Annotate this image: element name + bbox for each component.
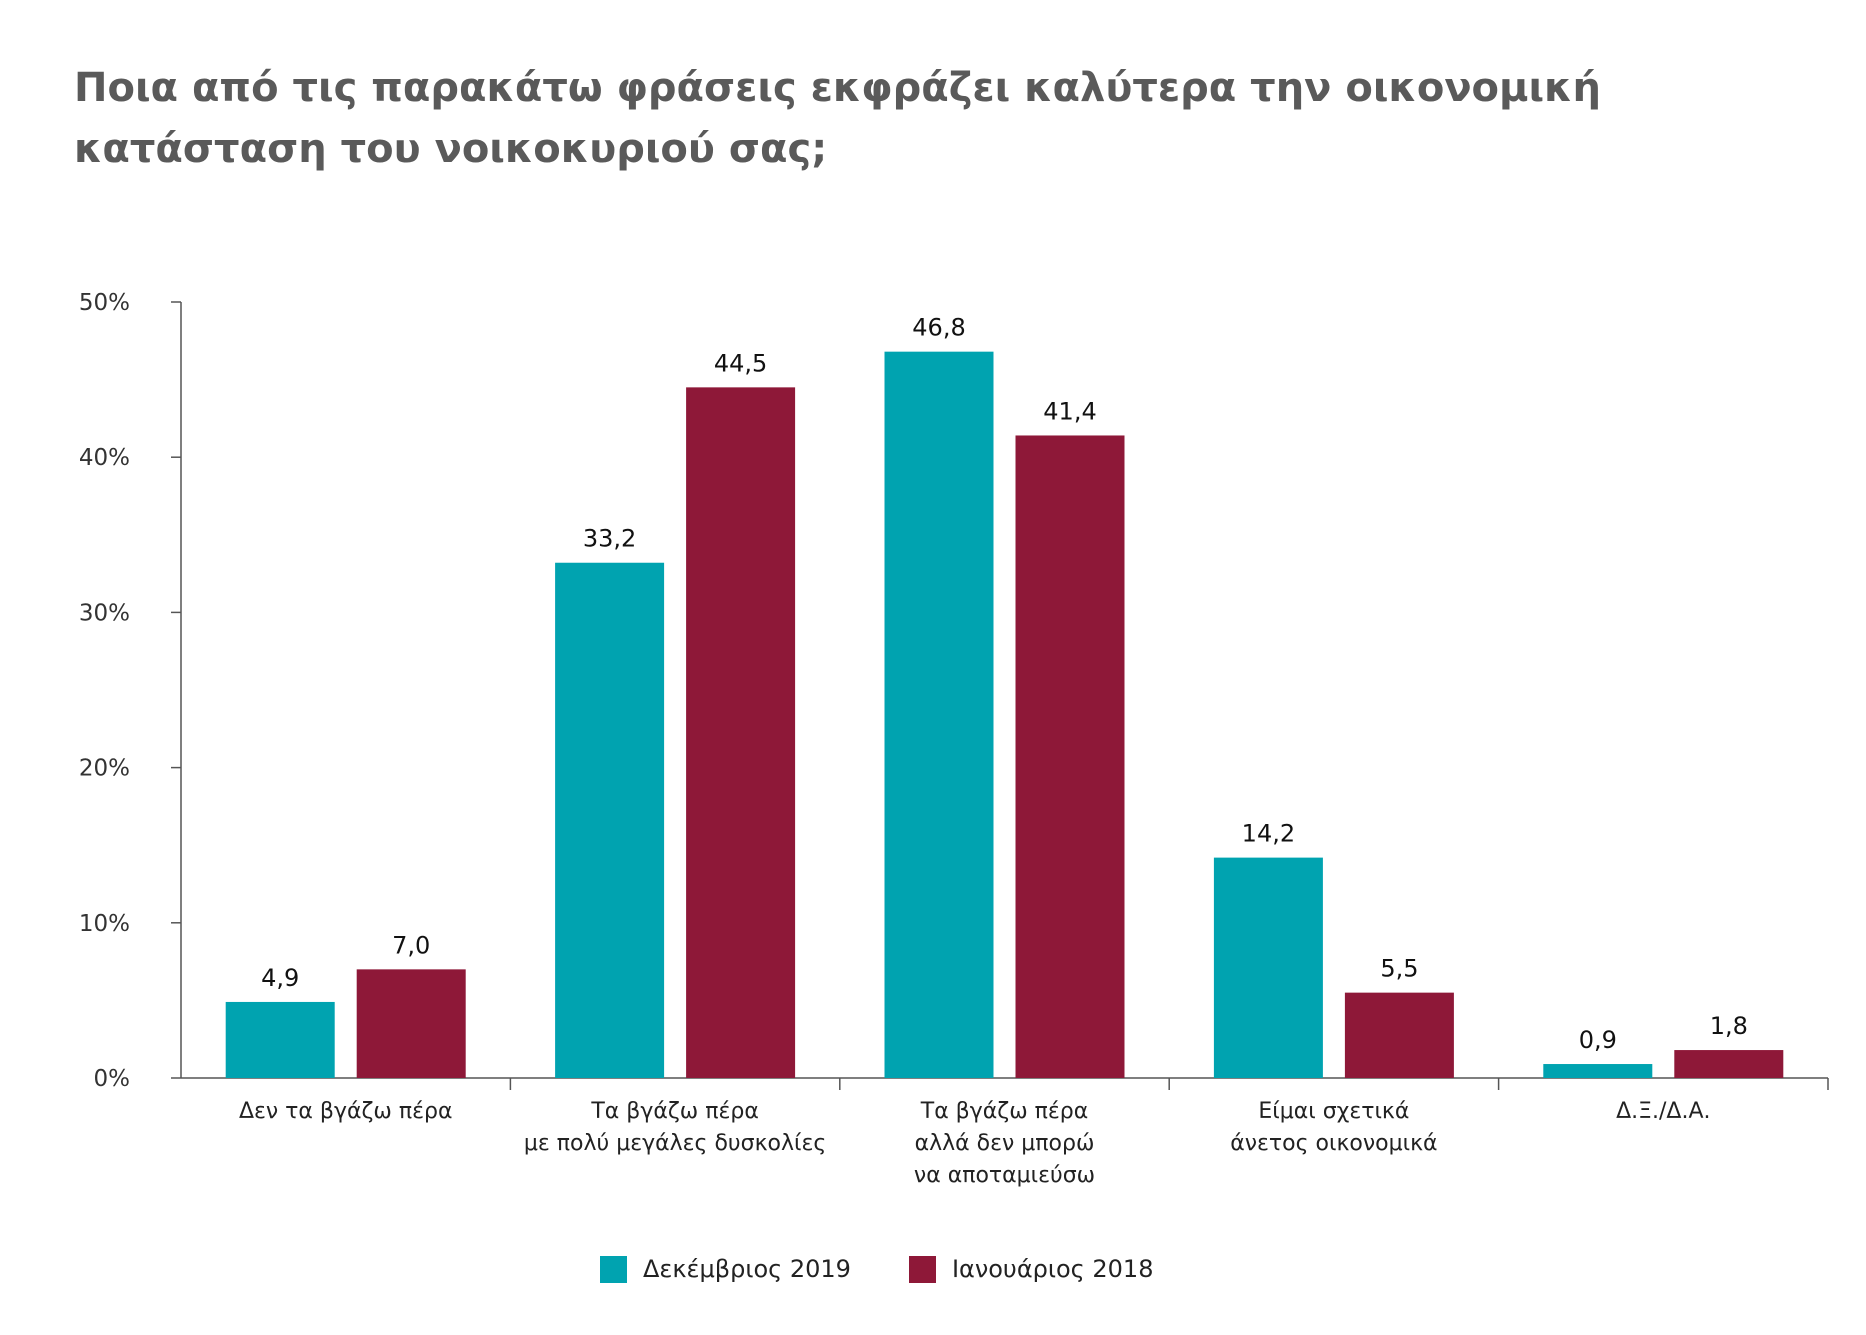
- bar-dec2019: [555, 562, 665, 1078]
- category-label: Δ.Ξ./Δ.Α.: [1616, 1099, 1710, 1124]
- bar-value-label: 33,2: [583, 525, 636, 553]
- category-label: Δεν τα βγάζω πέρα: [239, 1099, 453, 1124]
- legend-item-jan2018: Ιανουάριος 2018: [908, 1255, 1154, 1283]
- bar-value-label: 7,0: [392, 931, 430, 959]
- legend-item-dec2019: Δεκέμβριος 2019: [600, 1255, 851, 1283]
- chart-bars: [225, 351, 1784, 1078]
- bar-jan2018: [1015, 435, 1125, 1078]
- bar-dec2019: [884, 351, 994, 1078]
- bar-value-label: 4,9: [261, 964, 299, 992]
- y-tick-label: 0%: [94, 1066, 131, 1092]
- legend-label-jan2018: Ιανουάριος 2018: [951, 1255, 1154, 1283]
- y-tick-label: 10%: [79, 911, 130, 937]
- y-tick-label: 20%: [79, 756, 130, 782]
- bar-dec2019: [1543, 1064, 1653, 1078]
- y-tick-label: 30%: [79, 600, 130, 626]
- bar-value-label: 14,2: [1242, 820, 1295, 848]
- chart-legend: Δεκέμβριος 2019 Ιανουάριος 2018: [600, 1249, 1153, 1289]
- bar-value-label: 41,4: [1043, 397, 1096, 425]
- bar-jan2018: [686, 387, 796, 1078]
- legend-swatch-jan2018: [908, 1255, 936, 1283]
- chart-axes: 0% 10% 20% 30% 40% 50%: [79, 290, 1829, 1092]
- category-label: Είμαι σχετικά άνετος οικονομικά: [1230, 1099, 1437, 1156]
- bar-dec2019: [225, 1001, 335, 1078]
- legend-label-dec2019: Δεκέμβριος 2019: [643, 1255, 851, 1283]
- bar-value-label: 5,5: [1380, 955, 1418, 983]
- chart-title: Ποια από τις παρακάτω φράσεις εκφράζει κ…: [74, 58, 1774, 180]
- chart-title-line-2: κατάσταση του νοικοκυριού σας;: [74, 126, 828, 172]
- y-tick-label: 50%: [79, 290, 130, 316]
- bar-jan2018: [1674, 1050, 1784, 1078]
- chart-title-line-1: Ποια από τις παρακάτω φράσεις εκφράζει κ…: [74, 65, 1601, 111]
- chart-value-labels: 4,9 7,0 33,2 44,5 46,8 41,4 14,2 5,5 0,9 1,8: [261, 314, 1748, 1054]
- bar-value-label: 46,8: [912, 314, 965, 342]
- bar-dec2019: [1213, 857, 1323, 1078]
- bar-jan2018: [356, 969, 466, 1078]
- bar-value-label: 44,5: [714, 349, 767, 377]
- bar-value-label: 0,9: [1579, 1026, 1617, 1054]
- legend-swatch-dec2019: [600, 1255, 627, 1283]
- bar-value-label: 1,8: [1710, 1012, 1748, 1040]
- y-tick-label: 40%: [79, 445, 130, 471]
- chart-category-labels: Δεν τα βγάζω πέρα Τα βγάζω πέρα με πολύ με…: [239, 1099, 1711, 1188]
- category-label: Τα βγάζω πέρα με πολύ μεγάλες δυσκολίες: [524, 1099, 826, 1156]
- category-label: Τα βγάζω πέρα αλλά δεν μπορώ να αποταμιεύσ…: [914, 1099, 1095, 1188]
- bar-jan2018: [1344, 992, 1454, 1078]
